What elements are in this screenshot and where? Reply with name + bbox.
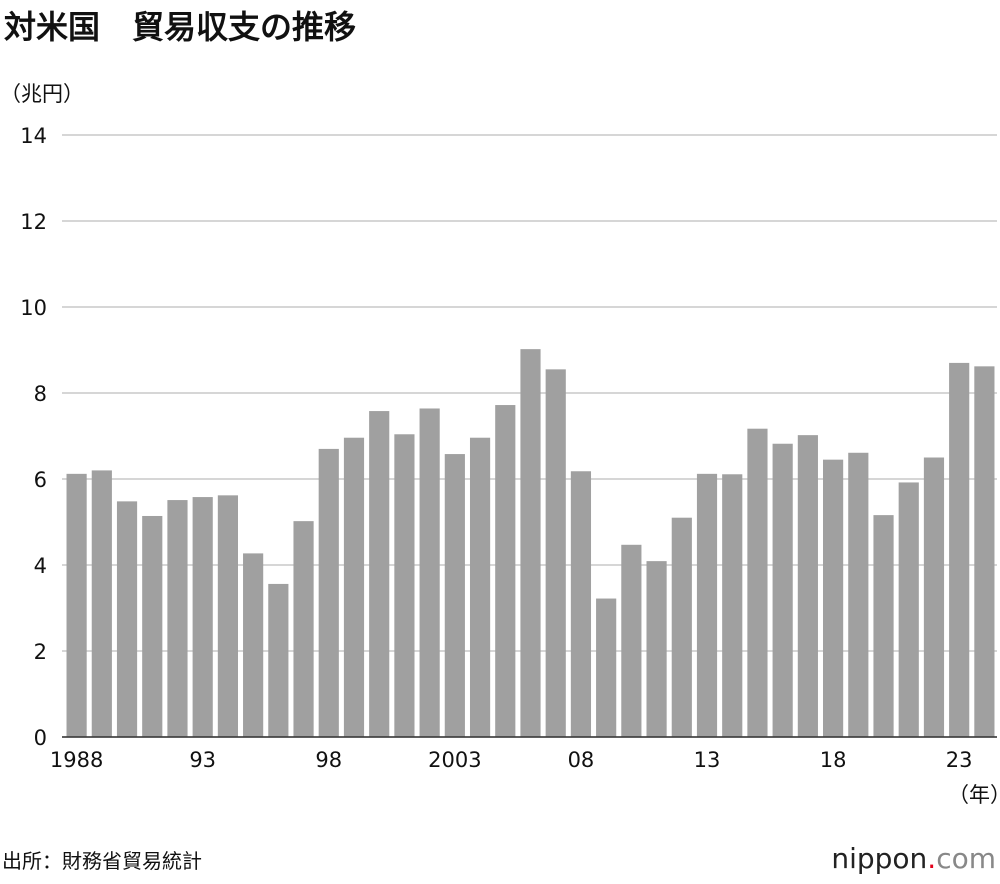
x-tick-label: 18 [820, 748, 847, 772]
chart-title: 対米国 貿易収支の推移 [4, 8, 356, 46]
bar [949, 362, 970, 737]
logo-dot: . [927, 842, 936, 875]
bar [722, 474, 743, 737]
bar [823, 459, 844, 737]
bar [848, 452, 869, 737]
x-tick-label: 08 [568, 748, 595, 772]
logo-name: nippon [831, 842, 927, 875]
bar [495, 405, 516, 737]
bar [469, 437, 491, 737]
x-tick-label: 2003 [428, 748, 481, 772]
y-tick-label: 6 [34, 468, 47, 492]
bar [621, 544, 642, 737]
bar [217, 495, 238, 737]
bar [293, 521, 314, 737]
bar [873, 515, 894, 737]
bar [243, 553, 264, 737]
y-tick-label: 4 [34, 554, 47, 578]
y-tick-label: 10 [20, 296, 47, 320]
logo: nippon.com [831, 842, 996, 875]
bar [747, 428, 768, 737]
bar [596, 598, 617, 737]
y-tick-label: 12 [20, 210, 47, 234]
bar [116, 501, 138, 737]
bar [142, 515, 163, 737]
bar [545, 369, 566, 737]
bar [444, 454, 465, 737]
bar [343, 437, 365, 737]
bar [696, 473, 718, 737]
y-tick-label: 14 [20, 124, 47, 148]
x-tick-label: 1988 [50, 748, 103, 772]
bar [66, 473, 87, 737]
source: 出所：財務省貿易統計 [2, 849, 202, 873]
bar [520, 349, 541, 737]
bar [318, 448, 339, 737]
bar [898, 482, 919, 737]
bar [394, 434, 415, 737]
bar [797, 435, 818, 737]
x-tick-label: 98 [315, 748, 342, 772]
x-tick-label: 23 [946, 748, 973, 772]
y-tick-label: 2 [34, 640, 47, 664]
x-tick-label: 93 [189, 748, 216, 772]
bar [419, 408, 440, 737]
x-unit: （年） [948, 783, 1000, 807]
y-tick-label: 0 [34, 726, 47, 750]
bar [923, 457, 945, 737]
y-unit: （兆円） [0, 82, 84, 106]
logo-suffix: com [936, 842, 996, 875]
x-tick-label: 13 [694, 748, 721, 772]
bar [646, 561, 667, 737]
bar [192, 497, 213, 737]
bar [772, 443, 793, 737]
bar [268, 583, 289, 737]
bar [91, 470, 112, 737]
bar [167, 500, 188, 737]
bar [570, 471, 592, 737]
bar [369, 411, 390, 737]
y-tick-label: 8 [34, 382, 47, 406]
bar [974, 366, 995, 737]
bar [671, 517, 692, 737]
